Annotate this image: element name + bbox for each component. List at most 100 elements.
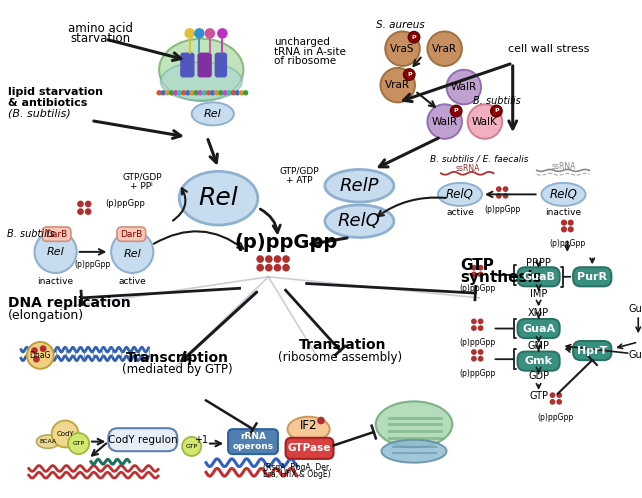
Text: +1: +1: [194, 435, 208, 445]
Circle shape: [496, 193, 501, 199]
Text: Era, HflX & ObgE): Era, HflX & ObgE): [263, 471, 331, 480]
Circle shape: [27, 342, 54, 369]
Text: P: P: [454, 109, 458, 114]
Circle shape: [557, 399, 562, 405]
Circle shape: [189, 90, 195, 96]
Text: Translation: Translation: [299, 338, 387, 352]
Text: WalR: WalR: [431, 117, 458, 126]
Ellipse shape: [541, 183, 586, 206]
Circle shape: [40, 345, 46, 352]
Ellipse shape: [37, 435, 60, 448]
FancyBboxPatch shape: [286, 438, 333, 459]
Text: XMP: XMP: [528, 308, 549, 318]
Text: + ATP: + ATP: [286, 176, 312, 185]
Circle shape: [256, 255, 264, 263]
Text: Gua: Gua: [629, 351, 642, 361]
Text: VraR: VraR: [385, 80, 410, 90]
Circle shape: [273, 255, 281, 263]
Circle shape: [222, 90, 228, 96]
Ellipse shape: [438, 183, 482, 206]
Circle shape: [235, 90, 240, 96]
Circle shape: [239, 90, 244, 96]
Text: GMP: GMP: [528, 341, 550, 351]
Text: GTPase: GTPase: [288, 443, 331, 453]
FancyBboxPatch shape: [108, 428, 177, 451]
Circle shape: [33, 356, 40, 363]
Circle shape: [428, 104, 462, 139]
Circle shape: [77, 208, 84, 215]
Text: starvation: starvation: [71, 32, 131, 45]
Circle shape: [317, 417, 325, 424]
Ellipse shape: [179, 171, 258, 225]
Text: GuaA: GuaA: [522, 324, 555, 334]
Circle shape: [214, 90, 220, 96]
Circle shape: [478, 349, 483, 355]
Text: (p)ppGpp: (p)ppGpp: [549, 240, 586, 249]
Text: Gmk: Gmk: [525, 356, 553, 366]
Circle shape: [478, 325, 483, 331]
FancyBboxPatch shape: [214, 53, 227, 78]
Circle shape: [403, 69, 415, 80]
Text: (B. subtilis): (B. subtilis): [8, 108, 71, 118]
Text: (p)ppGpp: (p)ppGpp: [105, 200, 145, 209]
Text: B. subtilis: B. subtilis: [473, 97, 521, 107]
Circle shape: [408, 31, 420, 43]
Text: GuaB: GuaB: [522, 272, 555, 282]
Circle shape: [503, 193, 508, 199]
Circle shape: [52, 420, 78, 447]
Circle shape: [385, 31, 420, 66]
Circle shape: [471, 271, 477, 277]
Circle shape: [173, 90, 178, 96]
Circle shape: [478, 265, 483, 270]
Circle shape: [471, 325, 477, 331]
Circle shape: [205, 28, 215, 39]
Text: (mediated by GTP): (mediated by GTP): [122, 363, 232, 376]
Text: BCAA: BCAA: [39, 439, 56, 444]
Text: ssRNA: ssRNA: [455, 164, 480, 173]
Text: (p)ppGpp: (p)ppGpp: [538, 413, 574, 422]
Circle shape: [198, 90, 203, 96]
Text: Rel: Rel: [47, 247, 64, 257]
FancyBboxPatch shape: [117, 227, 146, 242]
Ellipse shape: [381, 440, 447, 463]
Circle shape: [478, 319, 483, 324]
Circle shape: [451, 105, 462, 117]
Text: P: P: [407, 72, 412, 77]
Circle shape: [503, 186, 508, 192]
Text: RelQ: RelQ: [338, 212, 381, 230]
Circle shape: [471, 265, 477, 270]
Text: (p)ppGpp: (p)ppGpp: [484, 205, 520, 214]
Circle shape: [206, 90, 211, 96]
Text: & antibiotics: & antibiotics: [8, 98, 87, 108]
Circle shape: [282, 264, 290, 271]
Text: CodY regulon: CodY regulon: [108, 435, 178, 445]
Text: inactive: inactive: [546, 208, 582, 217]
Text: GTP: GTP: [73, 441, 85, 446]
Text: GDP: GDP: [528, 372, 549, 381]
Text: (p)ppGpp: (p)ppGpp: [459, 338, 496, 347]
FancyBboxPatch shape: [42, 227, 71, 242]
Text: (ribosome assembly): (ribosome assembly): [278, 351, 403, 364]
Circle shape: [177, 90, 182, 96]
Circle shape: [218, 90, 223, 96]
Circle shape: [227, 90, 232, 96]
Circle shape: [471, 319, 477, 324]
Circle shape: [31, 347, 38, 354]
Text: (p)ppGpp: (p)ppGpp: [234, 233, 337, 252]
Text: DarB: DarB: [120, 230, 143, 239]
Circle shape: [428, 31, 462, 66]
Circle shape: [184, 28, 195, 39]
Text: Guo: Guo: [629, 304, 642, 314]
Circle shape: [230, 90, 236, 96]
Circle shape: [568, 226, 574, 233]
FancyBboxPatch shape: [517, 319, 560, 338]
Circle shape: [182, 437, 201, 456]
Text: DarB: DarB: [46, 230, 67, 239]
Circle shape: [447, 70, 481, 104]
Text: Rel: Rel: [123, 249, 141, 259]
Circle shape: [256, 264, 264, 271]
Text: DnaG: DnaG: [30, 351, 51, 360]
Text: lipid starvation: lipid starvation: [8, 87, 103, 97]
Text: IF2: IF2: [300, 419, 317, 432]
Circle shape: [194, 28, 205, 39]
